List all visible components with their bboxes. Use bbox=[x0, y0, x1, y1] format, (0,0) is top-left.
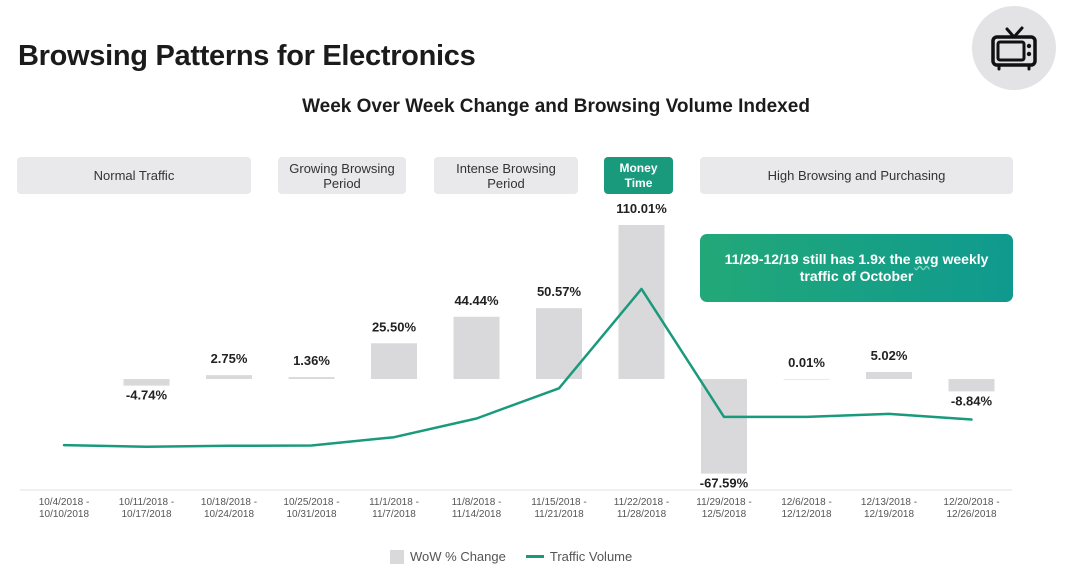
x-tick-label: 10/4/2018 - bbox=[39, 497, 90, 508]
x-tick-label: 11/8/2018 - bbox=[452, 497, 502, 508]
phase-high-browsing-purchasing: High Browsing and Purchasing bbox=[700, 157, 1013, 194]
bar-wow-change bbox=[618, 224, 665, 379]
bar-data-label: -67.59% bbox=[700, 476, 749, 491]
legend-bar-swatch bbox=[390, 549, 404, 564]
callout-text: 11/29-12/19 still has 1.9x the avg weekl… bbox=[716, 251, 997, 285]
x-tick-label: 10/24/2018 bbox=[204, 509, 254, 520]
x-tick-label: 10/25/2018 - bbox=[283, 497, 339, 508]
traffic-volume-line bbox=[62, 287, 973, 449]
bar-data-label: 5.02% bbox=[871, 348, 908, 363]
callout-prefix: 11/29-12/19 still has 1.9x the bbox=[724, 251, 915, 267]
x-tick-label: 10/31/2018 bbox=[286, 509, 336, 520]
phase-normal-traffic: Normal Traffic bbox=[17, 157, 251, 194]
bar-data-label: 50.57% bbox=[537, 284, 582, 299]
legend: WoW % Change Traffic Volume bbox=[390, 549, 632, 564]
bar-wow-change bbox=[206, 375, 252, 379]
bar-data-label: -4.74% bbox=[126, 388, 168, 403]
tv-icon-badge bbox=[972, 6, 1056, 90]
x-tick-label: 11/28/2018 bbox=[617, 509, 667, 520]
bar-data-label: 0.01% bbox=[788, 355, 825, 370]
x-tick-label: 12/5/2018 bbox=[702, 509, 747, 520]
x-tick-label: 11/22/2018 - bbox=[614, 497, 669, 508]
bar-data-label: 44.44% bbox=[454, 293, 499, 308]
x-tick-label: 12/12/2018 bbox=[781, 509, 831, 520]
x-tick-label: 10/10/2018 bbox=[39, 509, 89, 520]
callout-suffix: weekly traffic of October bbox=[799, 251, 989, 284]
legend-bar-label: WoW % Change bbox=[410, 549, 506, 564]
bar-wow-change bbox=[783, 378, 830, 380]
bar-wow-change bbox=[866, 371, 912, 379]
callout-box: 11/29-12/19 still has 1.9x the avg weekl… bbox=[700, 234, 1013, 302]
x-tick-label: 12/20/2018 - bbox=[943, 497, 999, 508]
x-tick-label: 12/19/2018 bbox=[864, 509, 914, 520]
legend-line-label: Traffic Volume bbox=[549, 549, 633, 564]
callout-emphasis: avg bbox=[914, 251, 939, 267]
bar-data-label: 25.50% bbox=[372, 319, 417, 334]
legend-line-swatch bbox=[525, 555, 544, 558]
x-tick-label: 10/11/2018 - bbox=[119, 497, 174, 508]
x-tick-label: 12/26/2018 bbox=[946, 509, 996, 520]
x-tick-label: 11/15/2018 - bbox=[531, 497, 586, 508]
phase-growing-browsing: Growing Browsing Period bbox=[278, 157, 406, 194]
bar-wow-change bbox=[288, 377, 335, 379]
bar-wow-change bbox=[948, 379, 995, 392]
x-tick-label: 11/1/2018 - bbox=[369, 497, 419, 508]
bar-wow-change bbox=[123, 379, 170, 386]
x-tick-label: 11/7/2018 bbox=[372, 509, 416, 520]
x-tick-label: 10/17/2018 bbox=[121, 509, 171, 520]
bar-wow-change bbox=[371, 343, 417, 379]
x-tick-label: 11/14/2018 bbox=[452, 509, 502, 520]
x-tick-label: 12/13/2018 - bbox=[861, 497, 917, 508]
x-tick-label: 11/21/2018 bbox=[534, 509, 584, 520]
tv-icon bbox=[991, 26, 1037, 71]
chart-title: Week Over Week Change and Browsing Volum… bbox=[302, 96, 810, 117]
bar-wow-change bbox=[536, 308, 582, 379]
phase-intense-browsing: Intense Browsing Period bbox=[434, 157, 578, 194]
phase-money-time: Money Time bbox=[604, 157, 673, 194]
bar-data-label: 2.75% bbox=[211, 351, 248, 366]
bar-data-label: 110.01% bbox=[616, 201, 667, 216]
x-tick-label: 12/6/2018 - bbox=[781, 497, 832, 508]
x-tick-label: 11/29/2018 - bbox=[696, 497, 751, 508]
page-title: Browsing Patterns for Electronics bbox=[18, 40, 476, 72]
bar-data-label: -8.84% bbox=[951, 393, 993, 408]
x-tick-label: 10/18/2018 - bbox=[201, 497, 257, 508]
bar-wow-change bbox=[453, 316, 500, 379]
bar-data-label: 1.36% bbox=[293, 353, 330, 368]
